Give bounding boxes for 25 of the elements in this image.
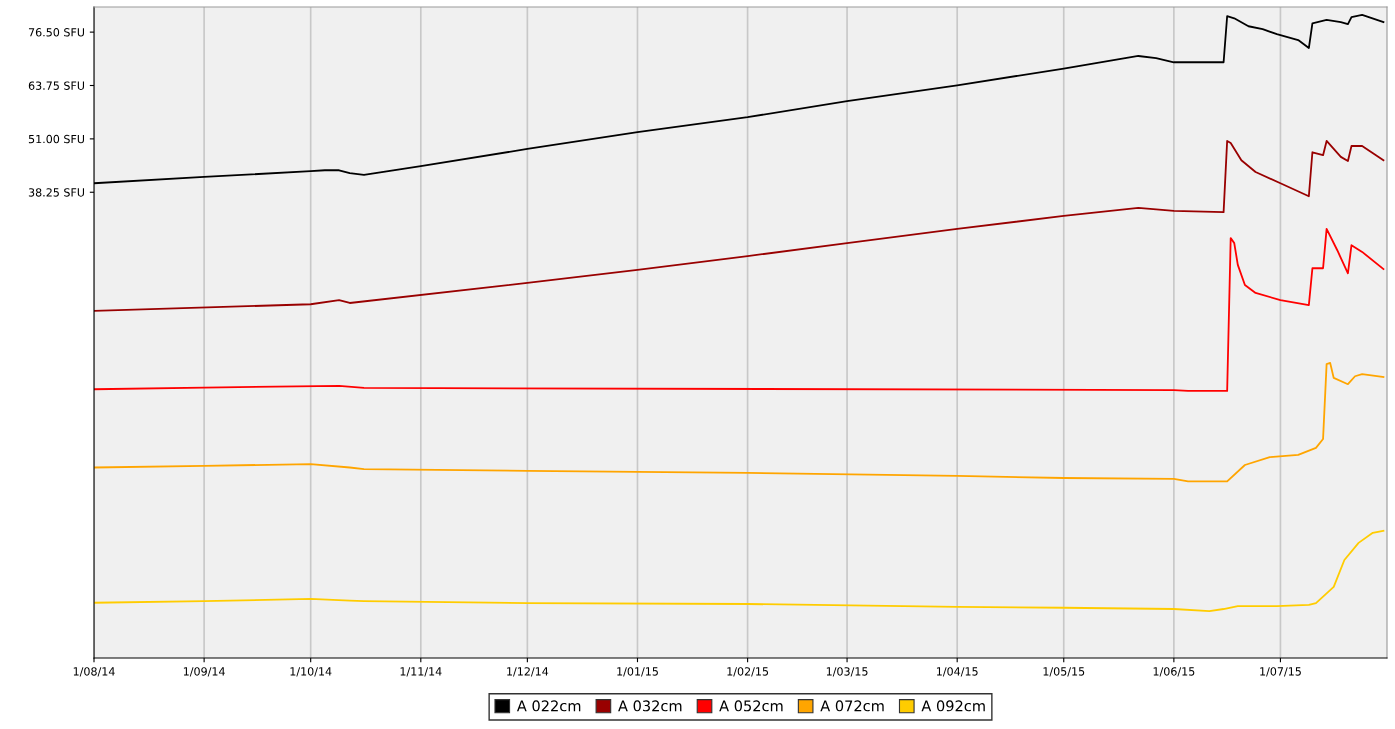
line-series — [94, 529, 1385, 613]
x-tick-label: 1/07/15 — [1260, 667, 1301, 677]
line-series — [94, 227, 1385, 392]
x-tick-label: 1/09/14 — [183, 667, 225, 677]
legend-label: A 072cm — [820, 700, 884, 712]
line-series — [94, 140, 1385, 312]
y-tick-label: 76.50 SFU — [28, 28, 85, 37]
legend-label: A 092cm — [921, 700, 985, 712]
x-tick-label: 1/02/15 — [727, 667, 769, 677]
legend-label: A 052cm — [719, 700, 783, 712]
x-tick-label: 1/08/14 — [73, 667, 115, 677]
y-tick-label: 51.00 SFU — [28, 134, 85, 144]
x-tick-label: 1/12/14 — [507, 667, 549, 677]
legend-label: A 032cm — [618, 700, 682, 712]
y-tick-label: 63.75 SFU — [28, 81, 85, 90]
x-tick-label: 1/01/15 — [617, 667, 658, 677]
x-tick-label: 1/11/14 — [400, 667, 442, 677]
x-tick-label: 1/10/14 — [290, 667, 332, 677]
y-tick-label: 38.25 SFU — [28, 188, 85, 197]
line-series — [94, 361, 1385, 483]
x-tick-label: 1/06/15 — [1153, 667, 1195, 677]
x-tick-label: 1/03/15 — [826, 667, 868, 677]
x-tick-label: 1/05/15 — [1043, 667, 1085, 677]
legend-label: A 022cm — [516, 700, 581, 712]
x-tick-label: 1/04/15 — [936, 667, 978, 677]
